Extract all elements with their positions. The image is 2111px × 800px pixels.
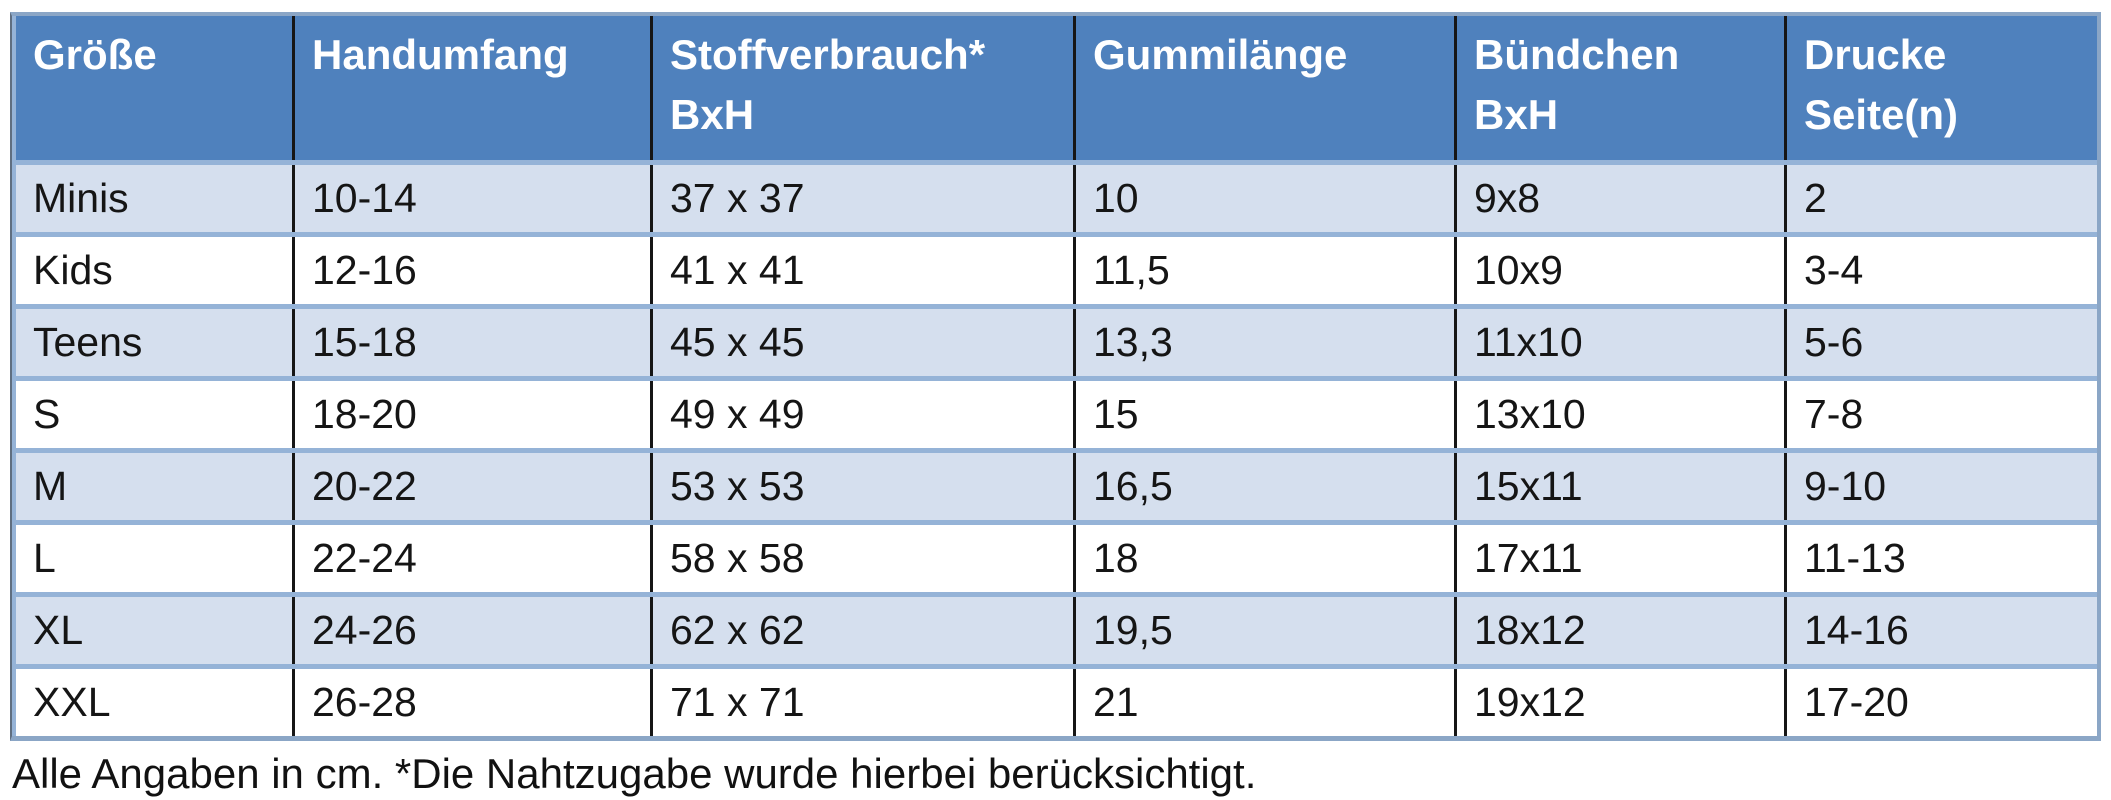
size-table: Größe Handumfang Stoffverbrauch* BxH Gummilä…	[10, 12, 2101, 741]
table-cell-handumfang: 26-28	[292, 669, 650, 736]
table-cell-drucke: 14-16	[1784, 597, 2097, 664]
table-header-row: Größe Handumfang Stoffverbrauch* BxH Gummilä…	[16, 16, 2097, 160]
table-cell-stoffverbrauch: 41 x 41	[650, 237, 1073, 304]
table-row: L 22-24 58 x 58 18 17x11 11-13	[16, 520, 2097, 592]
table-cell-stoffverbrauch: 45 x 45	[650, 309, 1073, 376]
table-cell-stoffverbrauch: 37 x 37	[650, 165, 1073, 232]
table-cell-gummilaenge: 11,5	[1073, 237, 1454, 304]
table-row: XXL 26-28 71 x 71 21 19x12 17-20	[16, 664, 2097, 736]
table-cell-handumfang: 22-24	[292, 525, 650, 592]
header-label: Bündchen	[1474, 31, 1680, 78]
table-cell-handumfang: 18-20	[292, 381, 650, 448]
size-table-inner: Größe Handumfang Stoffverbrauch* BxH Gummilä…	[12, 16, 2097, 736]
header-sublabel: BxH	[670, 91, 755, 138]
table-cell-stoffverbrauch: 49 x 49	[650, 381, 1073, 448]
table-cell-gummilaenge: 10	[1073, 165, 1454, 232]
header-cell-buendchen: Bündchen BxH	[1454, 16, 1784, 160]
table-cell-gummilaenge: 15	[1073, 381, 1454, 448]
table-cell-buendchen: 18x12	[1454, 597, 1784, 664]
table-cell-gummilaenge: 21	[1073, 669, 1454, 736]
header-label: Gummilänge	[1093, 31, 1348, 78]
table-row: M 20-22 53 x 53 16,5 15x11 9-10	[16, 448, 2097, 520]
header-sublabel: Seite(n)	[1804, 91, 1959, 138]
table-cell-groesse: Teens	[33, 319, 143, 365]
header-label: Größe	[33, 31, 157, 78]
header-cell-groesse: Größe	[16, 16, 292, 160]
header-label: Stoffverbrauch*	[670, 31, 986, 78]
table-cell-handumfang: 24-26	[292, 597, 650, 664]
table-cell-gummilaenge: 19,5	[1073, 597, 1454, 664]
table-body: Minis 10-14 37 x 37 10 9x8 2 Kids 12-16 41 x 41 1…	[16, 160, 2097, 736]
table-cell-gummilaenge: 16,5	[1073, 453, 1454, 520]
table-row: Kids 12-16 41 x 41 11,5 10x9 3-4	[16, 232, 2097, 304]
table-cell-drucke: 11-13	[1784, 525, 2097, 592]
header-cell-stoffverbrauch: Stoffverbrauch* BxH	[650, 16, 1073, 160]
table-cell-drucke: 5-6	[1784, 309, 2097, 376]
footnote: Alle Angaben in cm. *Die Nahtzugabe wurd…	[12, 750, 1257, 797]
table-cell-gummilaenge: 18	[1073, 525, 1454, 592]
table-row: S 18-20 49 x 49 15 13x10 7-8	[16, 376, 2097, 448]
table-cell-buendchen: 11x10	[1454, 309, 1784, 376]
table-row: Teens 15-18 45 x 45 13,3 11x10 5-6	[16, 304, 2097, 376]
header-label: Drucke	[1804, 31, 1947, 78]
table-cell-handumfang: 10-14	[292, 165, 650, 232]
table-cell-groesse: Minis	[33, 175, 129, 221]
table-cell-stoffverbrauch: 53 x 53	[650, 453, 1073, 520]
table-cell-buendchen: 13x10	[1454, 381, 1784, 448]
table-cell-drucke: 7-8	[1784, 381, 2097, 448]
table-cell-groesse: S	[33, 391, 61, 437]
table-cell-handumfang: 12-16	[292, 237, 650, 304]
table-cell-groesse: M	[33, 463, 68, 509]
table-cell-stoffverbrauch: 58 x 58	[650, 525, 1073, 592]
header-label: Handumfang	[312, 31, 569, 78]
table-cell-groesse: Kids	[33, 247, 113, 293]
table-cell-buendchen: 10x9	[1454, 237, 1784, 304]
table-row: XL 24-26 62 x 62 19,5 18x12 14-16	[16, 592, 2097, 664]
table-cell-groesse: L	[33, 535, 56, 581]
table-cell-buendchen: 9x8	[1454, 165, 1784, 232]
table-row: Minis 10-14 37 x 37 10 9x8 2	[16, 160, 2097, 232]
table-cell-buendchen: 19x12	[1454, 669, 1784, 736]
header-cell-gummilaenge: Gummilänge	[1073, 16, 1454, 160]
table-cell-handumfang: 15-18	[292, 309, 650, 376]
table-cell-handumfang: 20-22	[292, 453, 650, 520]
table-cell-drucke: 17-20	[1784, 669, 2097, 736]
table-cell-drucke: 2	[1784, 165, 2097, 232]
header-sublabel: BxH	[1474, 91, 1559, 138]
table-cell-gummilaenge: 13,3	[1073, 309, 1454, 376]
table-cell-groesse: XXL	[33, 679, 111, 725]
table-cell-groesse: XL	[33, 607, 84, 653]
table-cell-stoffverbrauch: 62 x 62	[650, 597, 1073, 664]
header-cell-drucke: Drucke Seite(n)	[1784, 16, 2097, 160]
table-cell-drucke: 3-4	[1784, 237, 2097, 304]
table-cell-buendchen: 17x11	[1454, 525, 1784, 592]
table-cell-stoffverbrauch: 71 x 71	[650, 669, 1073, 736]
header-cell-handumfang: Handumfang	[292, 16, 650, 160]
table-cell-buendchen: 15x11	[1454, 453, 1784, 520]
table-cell-drucke: 9-10	[1784, 453, 2097, 520]
